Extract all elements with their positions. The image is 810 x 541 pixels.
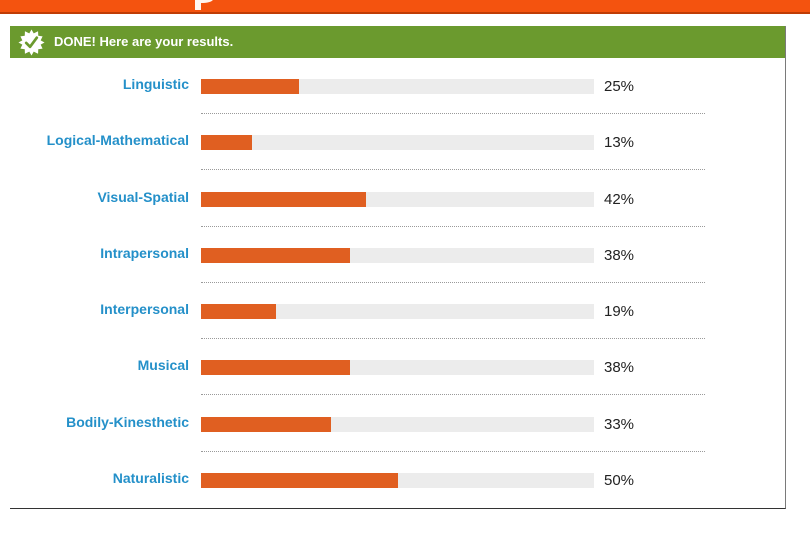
result-row: Intrapersonal 38% — [10, 227, 785, 283]
result-row: Linguistic 25% — [10, 58, 785, 114]
category-label: Linguistic — [122, 76, 189, 92]
bar-fill — [201, 416, 331, 432]
percent-label: 33% — [604, 415, 635, 433]
percent-label: 13% — [604, 134, 635, 152]
bar-track — [201, 191, 594, 207]
percent-label: 19% — [604, 303, 635, 321]
bar-track — [201, 416, 594, 432]
percent-label: 38% — [604, 246, 635, 264]
bar-track — [201, 79, 594, 94]
results-panel: DONE! Here are your results. Linguistic 2… — [10, 26, 786, 509]
bar-fill — [201, 79, 300, 94]
bar-fill — [201, 304, 276, 320]
category-label: Interpersonal — [100, 301, 189, 318]
percent-label: 25% — [604, 78, 635, 95]
category-label: Logical-Mathematical — [46, 132, 189, 149]
bar-fill — [201, 247, 351, 263]
bar-track — [201, 360, 594, 376]
row-divider — [201, 450, 705, 452]
bar-track — [201, 247, 594, 263]
row-divider — [201, 113, 705, 114]
result-row: Interpersonal 19% — [10, 283, 785, 340]
result-row: Naturalistic 50% — [10, 452, 785, 508]
bar-track — [201, 304, 594, 320]
results-banner: DONE! Here are your results. — [10, 26, 785, 58]
bar-fill — [201, 473, 398, 489]
result-row: Visual-Spatial 42% — [10, 171, 785, 227]
category-label: Bodily-Kinesthetic — [66, 413, 189, 430]
row-divider — [201, 169, 705, 171]
row-divider — [201, 338, 705, 340]
result-row: Logical-Mathematical 13% — [10, 114, 785, 171]
row-divider — [201, 394, 705, 396]
percent-label: 38% — [604, 359, 635, 377]
result-row: Bodily-Kinesthetic 33% — [10, 396, 785, 452]
category-label: Naturalistic — [112, 470, 189, 487]
row-divider — [201, 281, 705, 283]
result-row: Musical 38% — [10, 339, 785, 396]
results-chart: Linguistic 25% Logical-Mathematical 13% Visu… — [10, 58, 785, 508]
title-text-fragment — [195, 0, 213, 10]
bar-fill — [201, 191, 367, 207]
category-label: Visual-Spatial — [97, 188, 189, 205]
check-badge-icon — [18, 29, 45, 56]
row-divider — [201, 225, 705, 227]
top-header-bar — [0, 0, 810, 14]
bar-fill — [201, 135, 253, 151]
bar-track — [201, 473, 594, 489]
bar-fill — [201, 360, 351, 376]
percent-label: 50% — [604, 472, 635, 490]
category-label: Intrapersonal — [100, 244, 189, 261]
bar-track — [201, 135, 594, 151]
percent-label: 42% — [604, 190, 635, 208]
category-label: Musical — [137, 357, 189, 374]
status-message: DONE! Here are your results. — [54, 34, 234, 49]
